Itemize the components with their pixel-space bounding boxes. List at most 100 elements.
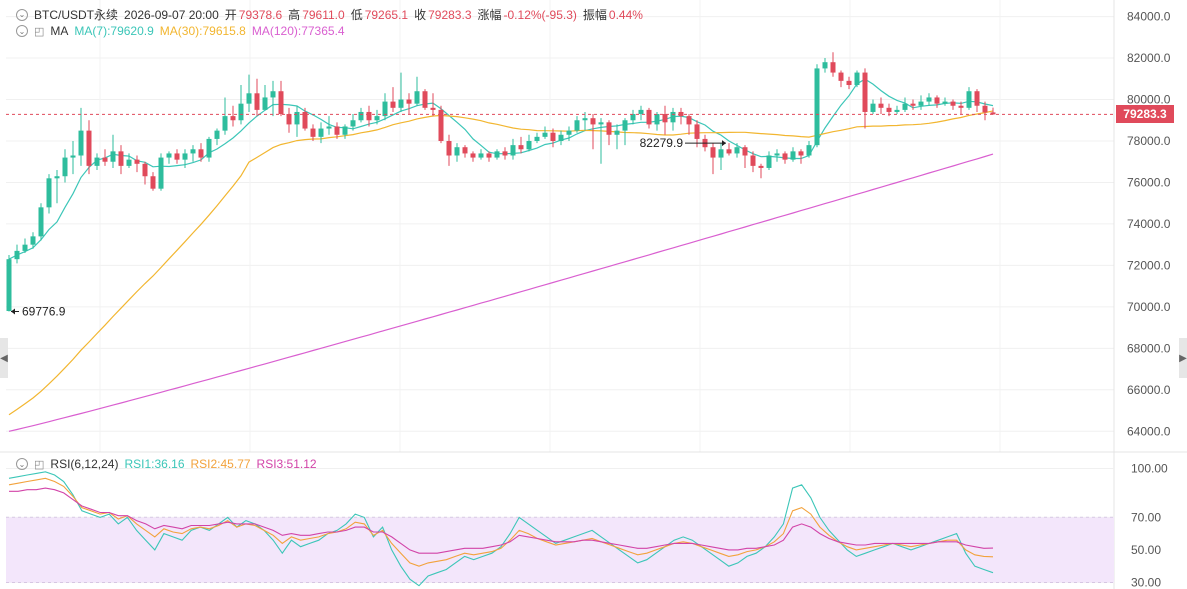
candle-body xyxy=(382,101,388,117)
candle-body xyxy=(902,103,908,110)
bell-icon[interactable]: ◰ xyxy=(34,25,45,38)
candle-body xyxy=(406,99,412,104)
rsi-line-rsi1 xyxy=(8,471,994,587)
candle-body xyxy=(742,147,748,156)
max-arrow-head xyxy=(722,140,726,147)
candle-body xyxy=(166,153,172,158)
price-tick-label: 68000.0 xyxy=(1127,341,1171,355)
rsi-tick-label: 100.00 xyxy=(1131,462,1168,476)
annotations: 82279.9 69776.9 xyxy=(11,136,726,318)
change-value: -0.12%(-95.3) xyxy=(503,7,577,22)
candle-body xyxy=(846,80,852,86)
rsi-axis: 100.00 70.00 50.00 30.00 xyxy=(1131,462,1168,589)
candle-body xyxy=(286,114,292,125)
candle-body xyxy=(398,99,404,108)
high-value: 79611.0 xyxy=(302,7,345,22)
candle-body xyxy=(326,126,332,129)
candle-body xyxy=(910,103,916,106)
candle-body xyxy=(214,130,220,139)
candle-body xyxy=(374,116,380,121)
candle-body xyxy=(710,147,716,158)
arrow-left-icon[interactable]: ◀ xyxy=(0,338,8,378)
price-tick-label: 72000.0 xyxy=(1127,258,1171,272)
candle-body xyxy=(430,107,436,110)
candle-body xyxy=(134,159,140,164)
candle-body xyxy=(126,159,132,166)
candle-body xyxy=(502,151,508,156)
ma7-value: MA(7):79620.9 xyxy=(74,24,154,38)
candle-body xyxy=(118,151,124,166)
rsi-line-rsi3 xyxy=(9,487,994,554)
candle-body xyxy=(782,153,788,160)
rsi-legend: ⌄ ◰ RSI(6,12,24) RSI1:36.16 RSI2:45.77 R… xyxy=(16,457,323,471)
candle-body xyxy=(422,91,428,108)
arrow-right-icon[interactable]: ▶ xyxy=(1179,338,1187,378)
candle-body xyxy=(246,93,252,104)
candle-body xyxy=(822,62,828,69)
candle-body xyxy=(342,126,348,135)
candle-body xyxy=(630,114,636,121)
close-value: 79283.3 xyxy=(428,7,472,22)
candle-body xyxy=(638,109,644,115)
candle-body xyxy=(94,157,100,166)
candle-body xyxy=(750,155,756,166)
high-label: 高 xyxy=(288,8,301,22)
candle-body xyxy=(46,178,52,208)
candle-body xyxy=(790,151,796,160)
ma30-line xyxy=(8,110,994,416)
candle-body xyxy=(262,97,268,110)
candle-body xyxy=(334,126,340,135)
bell-icon[interactable]: ◰ xyxy=(34,458,45,471)
candle-body xyxy=(990,112,996,115)
min-arrow-head xyxy=(11,308,15,315)
collapse-circle-icon[interactable]: ⌄ xyxy=(16,8,28,21)
candle-body xyxy=(606,122,612,135)
rsi2-value: RSI2:45.77 xyxy=(190,457,251,471)
max-price-label: 82279.9 xyxy=(640,136,684,150)
rsi-tick-label: 70.00 xyxy=(1131,510,1161,524)
candle-body xyxy=(414,91,420,104)
price-tick-label: 74000.0 xyxy=(1127,217,1171,231)
candle-body xyxy=(878,103,884,108)
candle-body xyxy=(454,147,460,156)
candle-body xyxy=(950,101,956,106)
low-value: 79265.1 xyxy=(364,7,409,22)
candle-body xyxy=(294,111,300,125)
candle-body xyxy=(766,155,772,168)
candle-body xyxy=(254,93,260,110)
candle-body xyxy=(6,259,12,312)
candle-body xyxy=(550,132,556,141)
candle-body xyxy=(438,109,444,141)
ma7-line xyxy=(8,78,994,260)
candle-body xyxy=(734,147,740,154)
candle-body xyxy=(14,250,20,260)
candle-body xyxy=(390,101,396,108)
candles xyxy=(6,52,996,312)
candle-body xyxy=(350,120,356,127)
candle-body xyxy=(510,145,516,156)
candle-body xyxy=(198,149,204,158)
candle-body xyxy=(966,91,972,108)
candle-body xyxy=(622,120,628,131)
candle-body xyxy=(446,140,452,156)
candle-body xyxy=(798,151,804,156)
collapse-circle-icon[interactable]: ⌄ xyxy=(16,25,28,37)
candle-body xyxy=(918,101,924,106)
ma-label: MA xyxy=(50,24,69,38)
candle-body xyxy=(110,151,116,162)
collapse-circle-icon[interactable]: ⌄ xyxy=(16,458,28,470)
candle-body xyxy=(758,165,764,168)
low-label: 低 xyxy=(350,8,363,22)
candle-body xyxy=(894,109,900,112)
rsi-tick-label: 50.00 xyxy=(1131,543,1161,557)
candle-body xyxy=(150,176,156,189)
candle-body xyxy=(862,72,868,112)
candle-body xyxy=(574,120,580,131)
candle-body xyxy=(942,101,948,104)
min-price-label: 69776.9 xyxy=(22,304,66,318)
candle-body xyxy=(582,118,588,121)
ma-legend: ⌄ ◰ MA MA(7):79620.9 MA(30):79615.8 MA(1… xyxy=(16,24,351,38)
ma120-value: MA(120):77365.4 xyxy=(251,24,345,38)
